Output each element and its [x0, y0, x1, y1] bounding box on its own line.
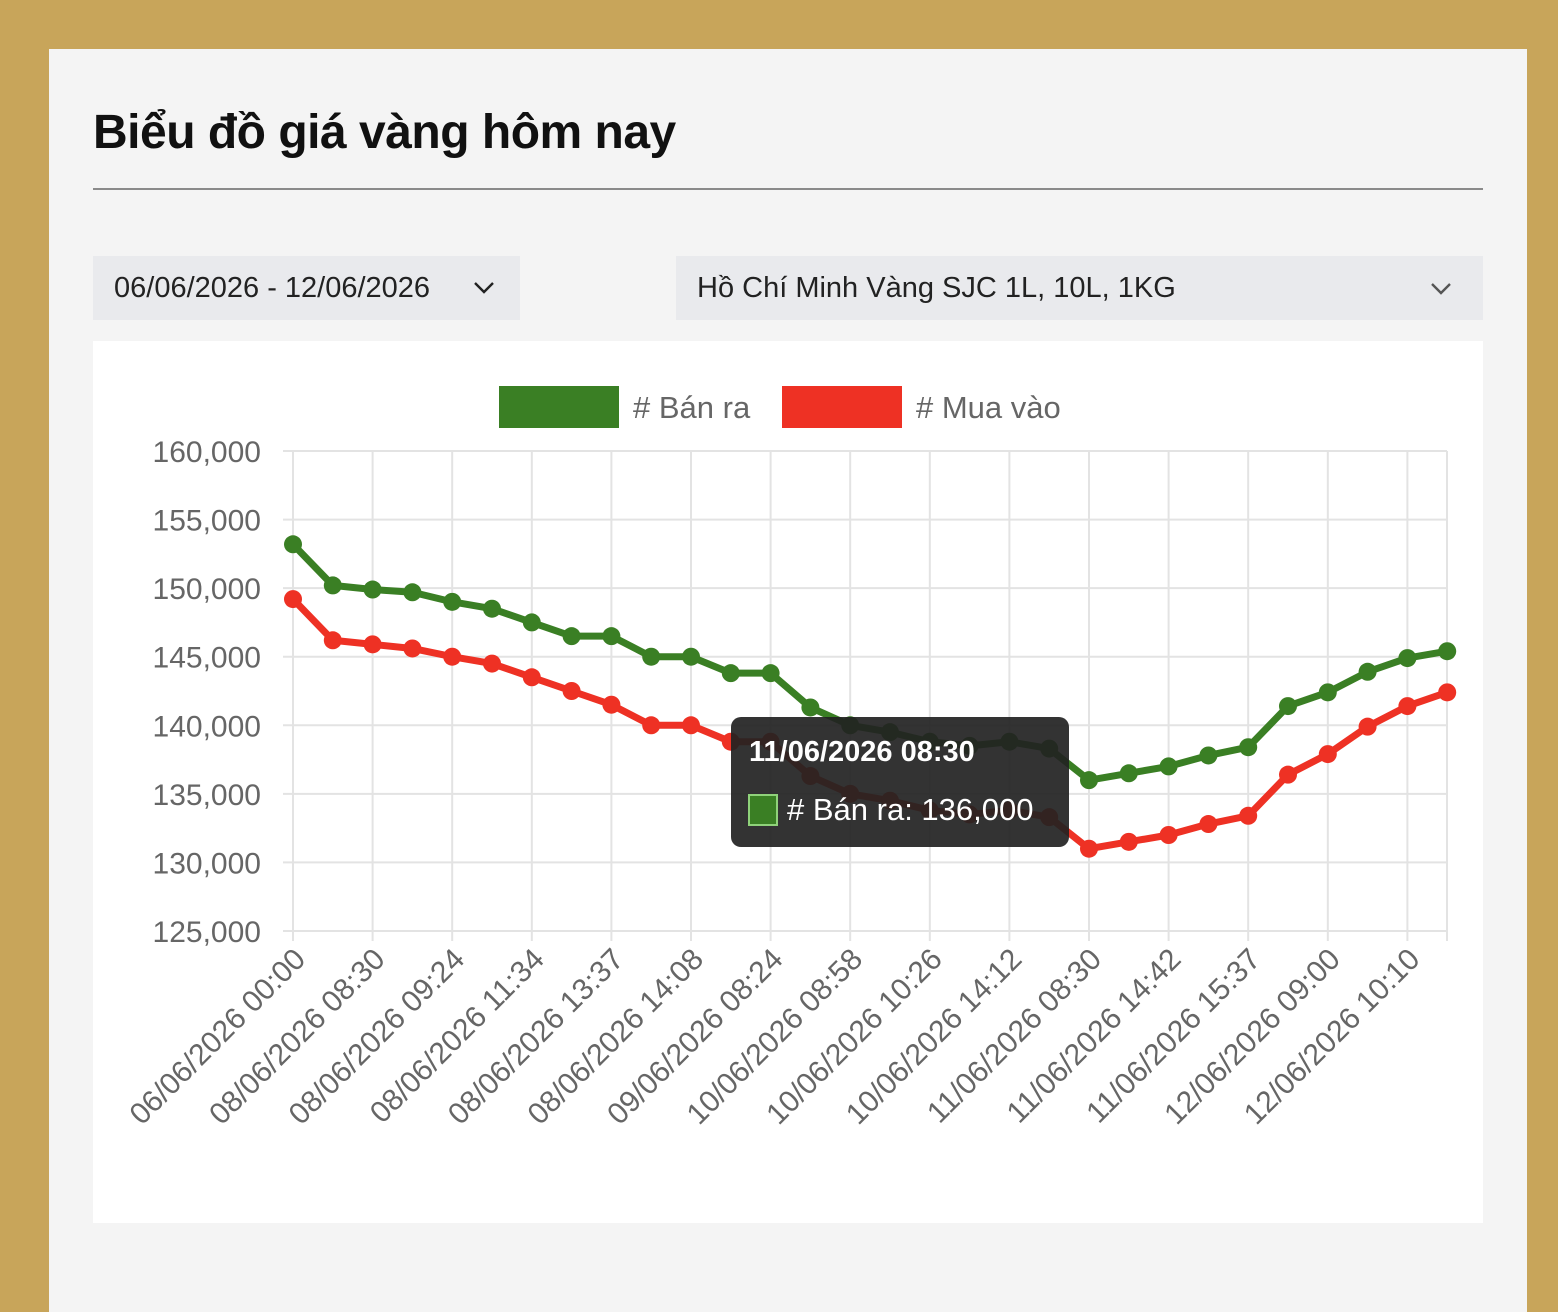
sell-point[interactable]: [1279, 697, 1297, 716]
sell-point[interactable]: [1318, 683, 1337, 702]
legend-label-sell[interactable]: # Bán ra: [633, 390, 751, 425]
sell-point[interactable]: [522, 613, 541, 632]
y-tick-label: 135,000: [153, 779, 261, 812]
buy-point[interactable]: [1080, 839, 1098, 858]
sell-point[interactable]: [1159, 757, 1178, 776]
sell-point[interactable]: [483, 599, 501, 618]
tooltip-title: 11/06/2026 08:30: [749, 736, 975, 768]
buy-point[interactable]: [1318, 745, 1337, 764]
sell-point[interactable]: [403, 583, 422, 602]
line-chart-svg: 160,000 155,000 150,000 145,000 140,000 135,0…: [123, 386, 1457, 1131]
buy-point[interactable]: [363, 635, 382, 654]
location-product-select[interactable]: Hồ Chí Minh Vàng SJC 1L, 10L, 1KG: [676, 256, 1483, 320]
sell-point[interactable]: [721, 664, 740, 683]
sell-point[interactable]: [761, 664, 780, 683]
date-range-select[interactable]: 06/06/2026 - 12/06/2026: [93, 256, 520, 320]
sell-point[interactable]: [801, 698, 820, 717]
legend-swatch-sell[interactable]: [499, 386, 619, 428]
buy-point[interactable]: [682, 716, 700, 735]
buy-point[interactable]: [642, 716, 661, 735]
buy-point[interactable]: [1239, 806, 1258, 825]
sell-point[interactable]: [1119, 764, 1138, 783]
y-tick-label: 125,000: [153, 916, 261, 949]
title-divider: [93, 188, 1483, 190]
buy-point[interactable]: [602, 695, 621, 714]
location-product-value: Hồ Chí Minh Vàng SJC 1L, 10L, 1KG: [697, 271, 1176, 304]
buy-point[interactable]: [562, 682, 581, 700]
sell-point[interactable]: [443, 592, 462, 611]
price-chart: 160,000 155,000 150,000 145,000 140,000 135,0…: [93, 341, 1483, 1223]
sell-point[interactable]: [1239, 738, 1258, 757]
y-tick-label: 155,000: [153, 505, 261, 538]
sell-point[interactable]: [682, 647, 700, 666]
buy-point[interactable]: [284, 590, 302, 609]
sell-point[interactable]: [284, 535, 302, 554]
y-tick-label: 150,000: [153, 573, 261, 606]
tooltip-value: # Bán ra: 136,000: [787, 792, 1033, 827]
sell-point[interactable]: [642, 647, 661, 666]
buy-point[interactable]: [1199, 815, 1218, 834]
date-range-value: 06/06/2026 - 12/06/2026: [114, 271, 431, 304]
sell-point[interactable]: [1080, 771, 1098, 790]
buy-point[interactable]: [1358, 717, 1377, 736]
sell-point[interactable]: [1199, 746, 1218, 765]
buy-point[interactable]: [403, 639, 422, 658]
chevron-down-icon: [474, 282, 494, 294]
chevron-down-icon: [1431, 283, 1451, 295]
buy-point[interactable]: [1159, 826, 1178, 844]
sell-point[interactable]: [1398, 649, 1417, 668]
buy-point[interactable]: [1398, 697, 1417, 716]
buy-point[interactable]: [323, 631, 342, 650]
gold-price-card: Biểu đồ giá vàng hôm nay 06/06/2026 - 12…: [49, 49, 1527, 1312]
page-title: Biểu đồ giá vàng hôm nay: [93, 106, 676, 159]
buy-point[interactable]: [483, 654, 501, 673]
sell-point[interactable]: [562, 627, 581, 646]
buy-point[interactable]: [522, 668, 541, 687]
y-tick-label: 145,000: [153, 642, 261, 675]
buy-point[interactable]: [1119, 832, 1138, 851]
sell-point[interactable]: [602, 627, 621, 646]
legend-swatch-buy[interactable]: [782, 386, 902, 428]
sell-point[interactable]: [1438, 642, 1457, 661]
buy-point[interactable]: [1438, 683, 1457, 702]
buy-point[interactable]: [443, 647, 462, 666]
buy-point[interactable]: [1279, 765, 1297, 784]
y-tick-label: 140,000: [153, 710, 261, 743]
legend-label-buy[interactable]: # Mua vào: [916, 390, 1061, 425]
chart-tooltip: 11/06/2026 08:30 # Bán ra: 136,000: [731, 717, 1069, 847]
sell-point[interactable]: [363, 580, 382, 599]
sell-point[interactable]: [1358, 662, 1377, 681]
tooltip-swatch: [748, 794, 778, 826]
sell-point[interactable]: [323, 576, 342, 595]
y-tick-label: 160,000: [153, 436, 261, 469]
y-tick-label: 130,000: [153, 847, 261, 880]
